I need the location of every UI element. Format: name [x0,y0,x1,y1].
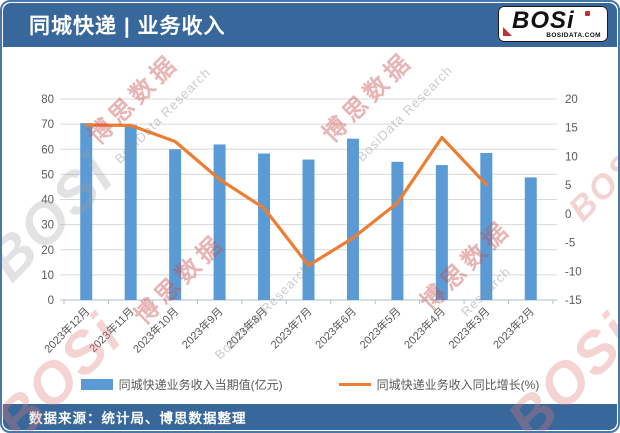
bar [169,149,182,300]
left-axis-label: 20 [41,245,54,257]
right-axis-label: 20 [565,94,578,106]
left-axis-label: 30 [41,220,54,232]
x-axis-label: 2023年4月 [401,304,448,351]
right-axis-label: 5 [565,180,571,192]
footer-bar: 数据来源：统计局、博思数据整理 [3,404,617,430]
x-axis-label: 2023年10月 [130,304,181,355]
left-axis-label: 0 [48,295,54,307]
growth-line [84,123,488,268]
legend-item-revenue: 同城快递业务收入当期值(亿元) [80,376,283,393]
bar [302,159,315,300]
left-axis-label: 10 [41,270,54,282]
logo-dot-icon [585,11,590,16]
left-axis-label: 40 [41,195,54,207]
right-axis-label: 10 [565,151,578,163]
data-source-label: 数据来源：统计局、博思数据整理 [29,411,247,426]
left-axis-label: 70 [41,119,54,131]
x-axis-label: 2023年3月 [445,304,492,351]
x-axis-label: 2023年12月 [41,304,92,355]
x-axis-label: 2023年7月 [268,304,315,351]
x-axis-label: 2023年6月 [312,304,359,351]
bosi-logo: BOSi BOSIDATA.COM [498,6,608,42]
legend-line-swatch [338,383,371,386]
bar [524,177,537,300]
bar [391,161,404,300]
logo-text: BOSi [512,7,575,34]
left-axis-label: 60 [41,144,54,156]
logo-triangle-icon [503,27,512,36]
legend-bar-swatch [80,379,113,390]
right-axis-label: 0 [565,209,571,221]
x-axis-label: 2023年11月 [86,304,137,355]
right-axis-label: -10 [565,266,582,278]
right-axis-label: -15 [565,295,582,307]
chart-legend: 同城快递业务收入当期值(亿元) 同城快递业务收入同比增长(%) [2,376,618,393]
x-axis-label: 2023年2月 [490,304,537,351]
legend-bar-label: 同城快递业务收入当期值(亿元) [118,378,283,392]
revenue-chart: 8070605040302010020151050-5-10-152023年12… [41,94,582,356]
logo-subtext: BOSIDATA.COM [546,32,601,39]
right-axis-label: -5 [565,238,575,250]
bar [80,123,93,301]
bar [213,144,226,300]
bar [346,138,359,300]
left-axis-label: 50 [41,169,54,181]
left-axis-label: 80 [41,94,54,106]
legend-line-label: 同城快递业务收入同比增长(%) [376,378,540,392]
bar [480,153,493,300]
right-axis-label: 15 [565,123,578,135]
bar [124,124,137,300]
x-axis-label: 2023年9月 [179,304,226,351]
page-title: 同城快递 | 业务收入 [29,15,226,38]
legend-item-growth: 同城快递业务收入同比增长(%) [338,376,540,393]
x-axis-label: 2023年8月 [223,304,270,351]
bar [258,153,271,300]
bar [435,165,448,300]
x-axis-label: 2023年5月 [356,304,403,351]
